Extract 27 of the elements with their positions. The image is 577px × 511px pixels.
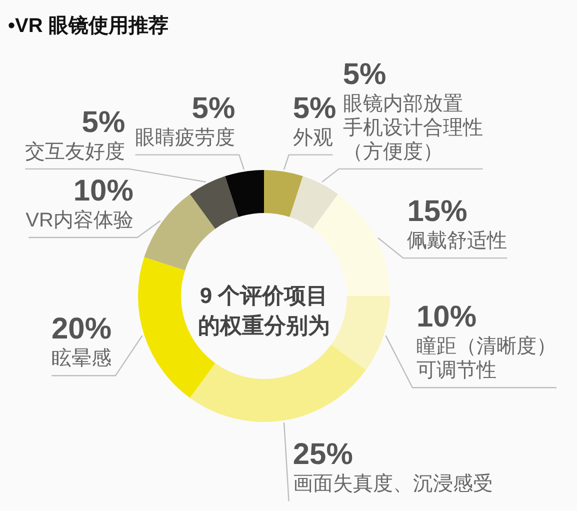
slice-label: 眼镜内部放置手机设计合理性（方便度） [342,92,483,163]
slice-label: 画面失真度、沉浸感受 [292,473,493,496]
data-label: 20% [51,312,112,346]
data-label: 5% [292,92,336,125]
data-label: 5% [82,106,126,139]
slice-label: VR内容体验 [26,209,134,232]
slice-label: 佩戴舒适性 [407,230,508,252]
donut-slice [144,194,216,270]
data-label: 15% [407,195,468,228]
donut-slice [290,176,338,229]
donut-slice [331,296,390,370]
slice-label: 眼睛疲劳度 [135,126,236,149]
data-label: 5% [342,58,386,91]
text: 9 个评价项目的权重分别为 [198,283,330,338]
data-label: 10% [416,300,477,334]
donut-slice [264,170,303,218]
data-label: 10% [73,174,134,208]
donut-slice [190,176,238,229]
donut-slice [190,344,366,422]
slice-label: 交互友好度 [25,140,126,163]
data-label: 25% [292,438,353,472]
slice-label: 外观 [292,126,333,149]
slice-label: 眩晕感 [52,348,112,370]
slice-label: 瞳距（清晰度）可调节性 [416,336,556,382]
chart-title: •VR 眼镜使用推荐 [8,14,168,37]
data-label: 5% [192,92,236,125]
donut-slice [225,170,264,218]
